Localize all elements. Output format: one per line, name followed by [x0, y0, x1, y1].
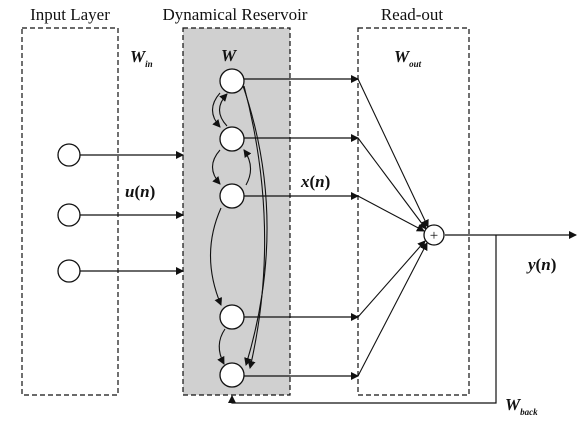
w-back-label: Wback — [505, 395, 538, 417]
summation-node — [423, 224, 445, 246]
recurrent-arc-4 — [243, 149, 252, 186]
input-node-1 — [57, 143, 81, 167]
input-node-2 — [57, 203, 81, 227]
reservoir-node-3 — [219, 183, 245, 209]
readout-title: Read-out — [381, 5, 444, 24]
reservoir-node-1 — [219, 68, 245, 94]
recurrent-arc-2 — [218, 93, 228, 127]
reservoir-title: Dynamical Reservoir — [163, 5, 308, 24]
w-in-label: Win — [130, 47, 153, 69]
input-layer-title: Input Layer — [30, 5, 110, 24]
out-arrow-2 — [357, 137, 427, 230]
x-n-label: x(n) — [300, 172, 330, 191]
u-n-label: u(n) — [125, 182, 155, 201]
y-n-label: y(n) — [526, 255, 556, 274]
recurrent-arc-5 — [210, 207, 222, 306]
w-out-label: Wout — [394, 47, 422, 69]
out-arrow-5 — [357, 242, 428, 377]
feedback-line — [228, 235, 497, 404]
recurrent-arc-3 — [211, 149, 221, 185]
out-arrow-1 — [357, 78, 429, 228]
recurrent-arc-7 — [243, 85, 266, 369]
summation-symbol: + — [430, 228, 438, 244]
recurrent-arc-8 — [217, 328, 226, 365]
recurrent-arc-1 — [211, 92, 221, 128]
out-arrow-4 — [357, 240, 426, 318]
reservoir-node-4 — [219, 304, 245, 330]
input-node-3 — [57, 259, 81, 283]
w-reservoir-label: W — [221, 46, 238, 65]
reservoir-node-5 — [219, 362, 245, 388]
readout-panel — [357, 27, 470, 396]
recurrent-arc-6 — [241, 82, 268, 366]
out-arrow-3 — [357, 195, 425, 232]
reservoir-node-2 — [219, 126, 245, 152]
input-layer-panel — [21, 27, 119, 396]
